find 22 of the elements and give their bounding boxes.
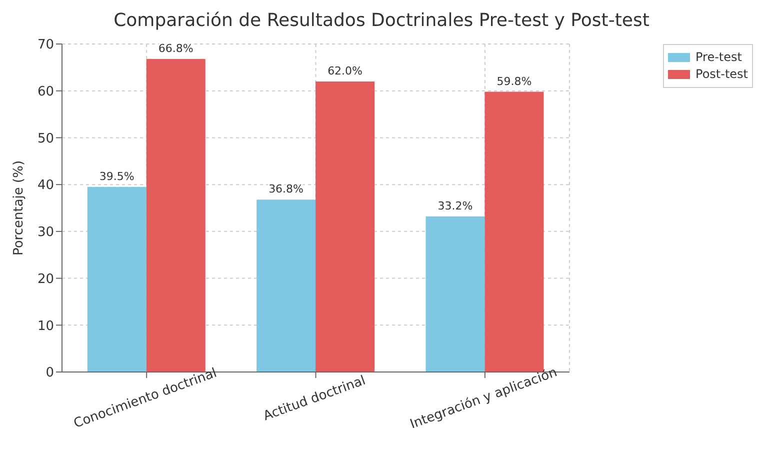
legend-label: Pre-test xyxy=(696,49,742,66)
data-label: 36.8% xyxy=(268,182,304,196)
bar xyxy=(426,216,485,372)
y-axis-title: Porcentaje (%) xyxy=(12,160,27,256)
y-tick-label: 10 xyxy=(37,318,54,334)
bar xyxy=(316,81,375,372)
y-tick-label: 30 xyxy=(37,225,54,240)
y-tick-label: 20 xyxy=(37,272,54,287)
legend-label: Post-test xyxy=(696,66,748,83)
y-tick-label: 50 xyxy=(37,131,54,146)
y-tick-label: 0 xyxy=(46,366,54,381)
bar xyxy=(256,200,316,372)
data-label: 33.2% xyxy=(438,199,473,212)
data-label: 39.5% xyxy=(99,170,134,183)
data-label: 62.0% xyxy=(328,64,363,78)
chart-title: Comparación de Resultados Doctrinales Pre-test y Post-test xyxy=(112,9,650,33)
data-label: 59.8% xyxy=(496,74,532,88)
bar xyxy=(87,186,146,372)
y-tick-label: 40 xyxy=(37,178,54,194)
data-label: 66.8% xyxy=(158,42,194,55)
y-tick-label: 70 xyxy=(37,38,54,53)
y-tick-label: 60 xyxy=(37,84,54,100)
